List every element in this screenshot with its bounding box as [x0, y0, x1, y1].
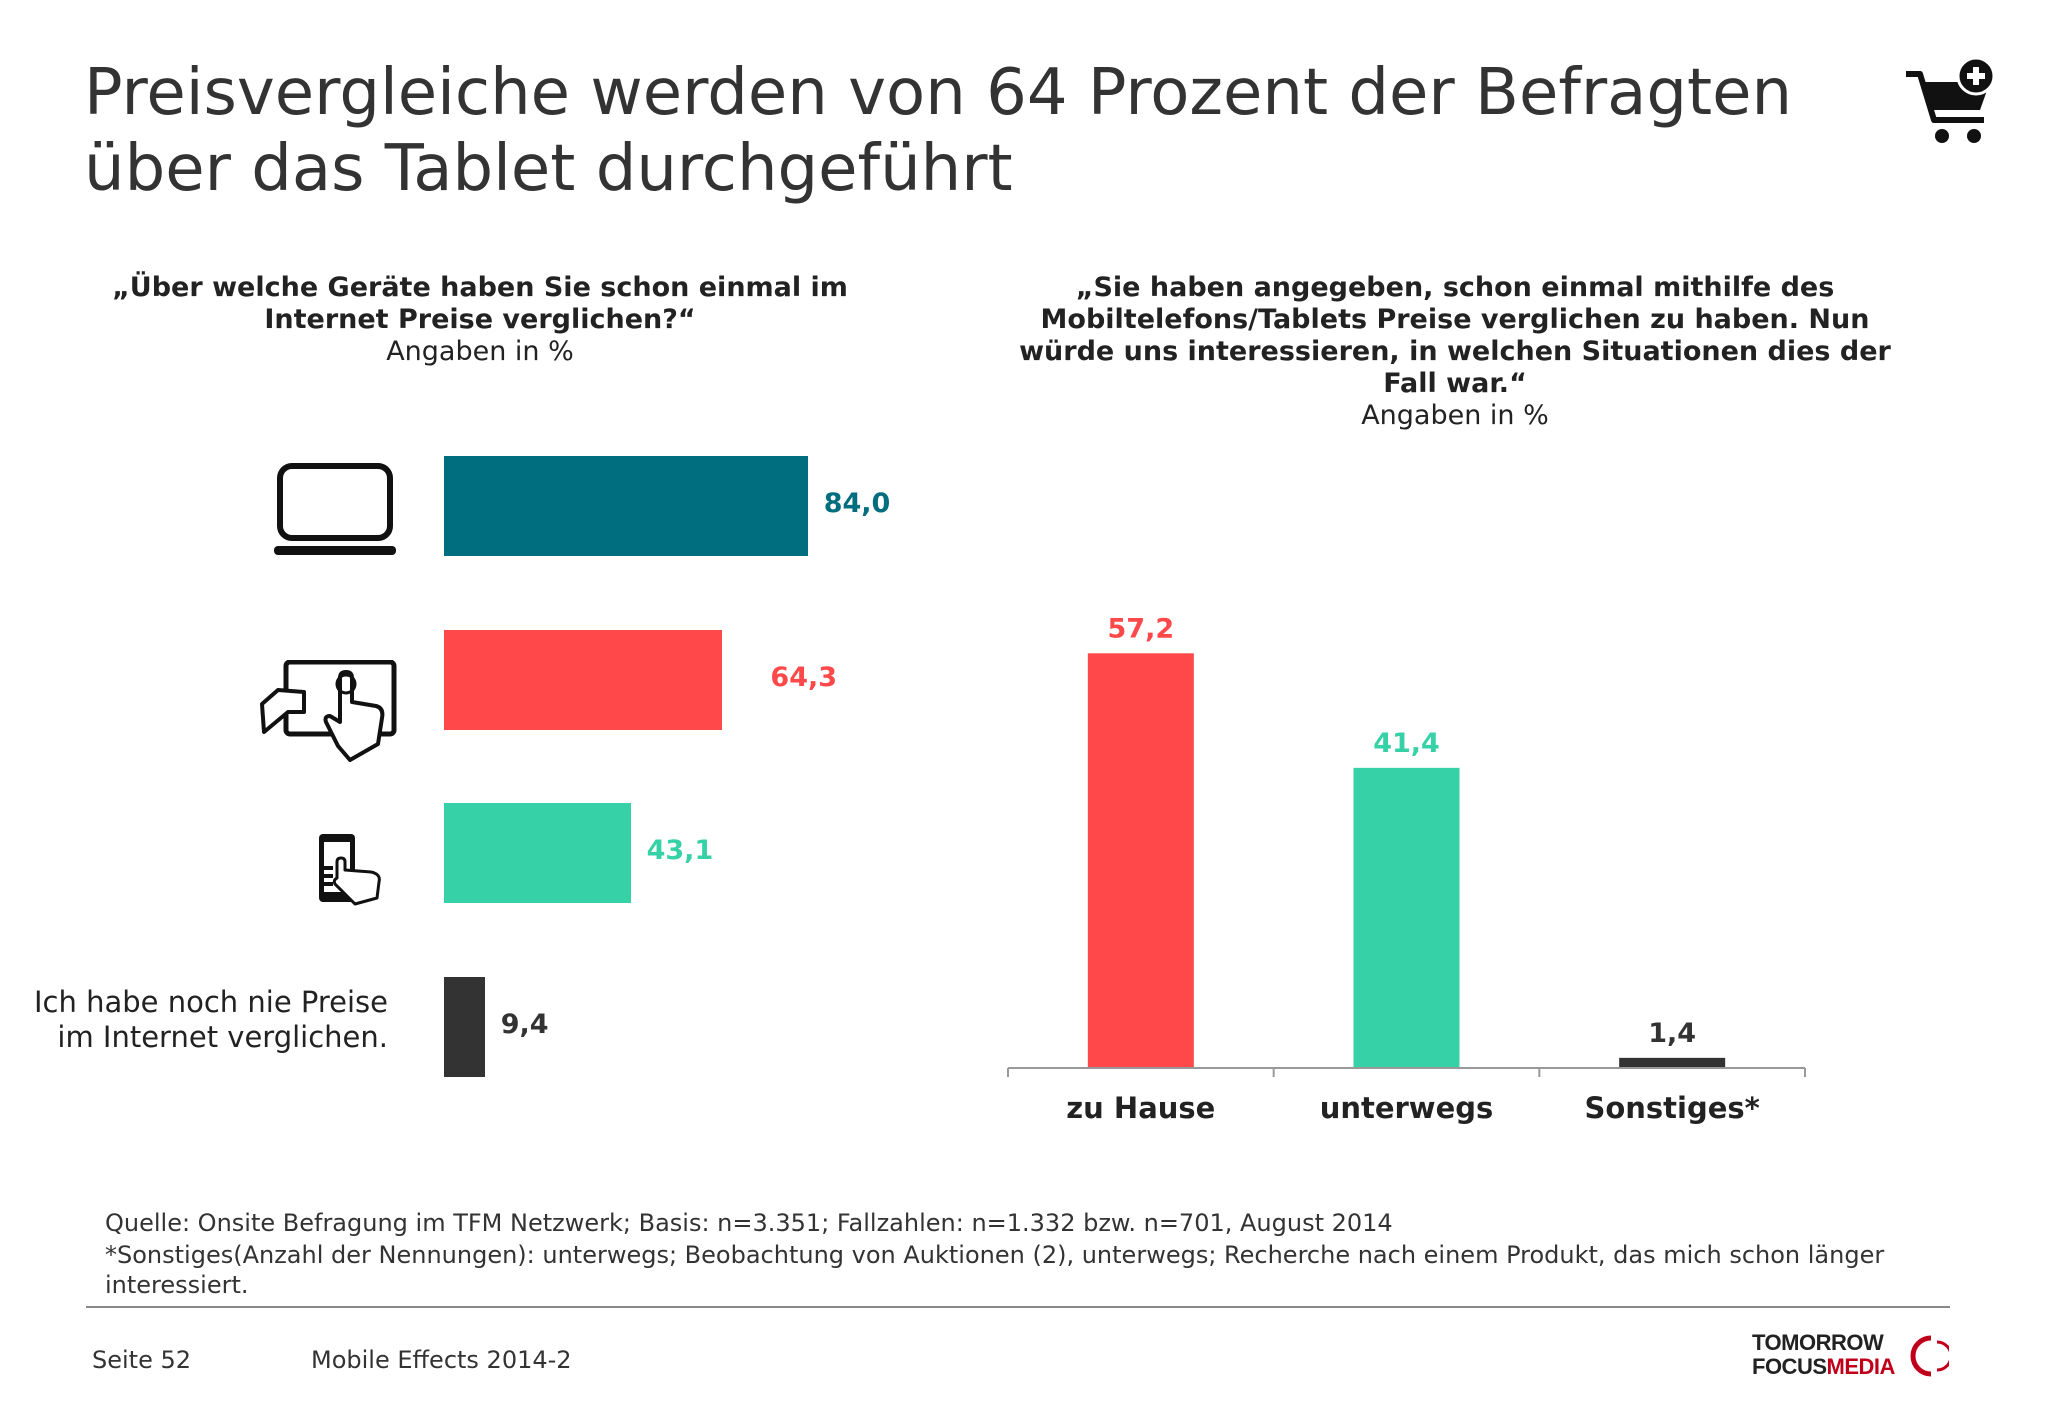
left-bar-2 — [444, 630, 723, 730]
brand-line-2b: MEDIA — [1826, 1354, 1896, 1379]
footnote: *Sonstiges(Anzahl der Nennungen): unterw… — [105, 1241, 1885, 1299]
left-bar-4 — [444, 977, 485, 1077]
page-title: Preisvergleiche werden von 64 Prozent de… — [84, 56, 1793, 206]
brand-arc-icon — [1910, 1335, 1949, 1377]
brand-logo: TOMORROW FOCUSMEDIA — [1752, 1330, 1952, 1380]
brand-line-1: TOMORROW — [1752, 1330, 1884, 1355]
right-bar-value-2: 41,4 — [1373, 728, 1440, 759]
left-bar-3 — [444, 803, 631, 903]
right-unit-label: Angaben in % — [1361, 400, 1549, 431]
right-bar-value-3: 1,4 — [1648, 1018, 1696, 1049]
tablet-icon — [260, 660, 397, 762]
left-bar-1 — [444, 456, 808, 556]
cart-add-icon — [1906, 56, 1996, 143]
right-bar-3 — [1619, 1057, 1726, 1068]
left-bar-value-3: 43,1 — [646, 835, 714, 866]
left-unit-label: Angaben in % — [386, 336, 574, 367]
report-name: Mobile Effects 2014-2 — [311, 1346, 572, 1374]
right-category-label-2: unterwegs — [1320, 1091, 1494, 1125]
source-note: Quelle: Onsite Befragung im TFM Netzwerk… — [105, 1209, 1393, 1237]
smartphone-icon — [319, 834, 381, 906]
left-bar-value-2: 64,3 — [770, 662, 838, 693]
left-bar-value-1: 84,0 — [823, 488, 891, 519]
left-chart-question: „Über welche Geräte haben Sie schon einm… — [100, 272, 860, 368]
right-bar-1 — [1087, 653, 1194, 1068]
page-number: Seite 52 — [92, 1346, 192, 1374]
left-bar-value-4: 9,4 — [500, 1009, 549, 1040]
right-bar-2 — [1353, 767, 1460, 1068]
right-category-label-3: Sonstiges* — [1584, 1091, 1759, 1125]
left-question-text: „Über welche Geräte haben Sie schon einm… — [112, 272, 848, 335]
brand-line-2a: FOCUS — [1752, 1354, 1827, 1379]
right-bar-value-1: 57,2 — [1108, 613, 1175, 644]
right-category-label-1: zu Hause — [1066, 1091, 1215, 1125]
laptop-icon — [274, 463, 396, 555]
never-compared-label: Ich habe noch nie Preise im Internet ver… — [34, 985, 388, 1054]
footer-divider — [86, 1306, 1950, 1308]
right-question-text: „Sie haben angegeben, schon einmal mithi… — [1019, 272, 1891, 399]
right-bar-chart: 57,2 zu Hause 41,4 unterwegs 1,4 Sonstiges* — [1007, 613, 1806, 1125]
right-chart-question: „Sie haben angegeben, schon einmal mithi… — [1015, 272, 1895, 432]
